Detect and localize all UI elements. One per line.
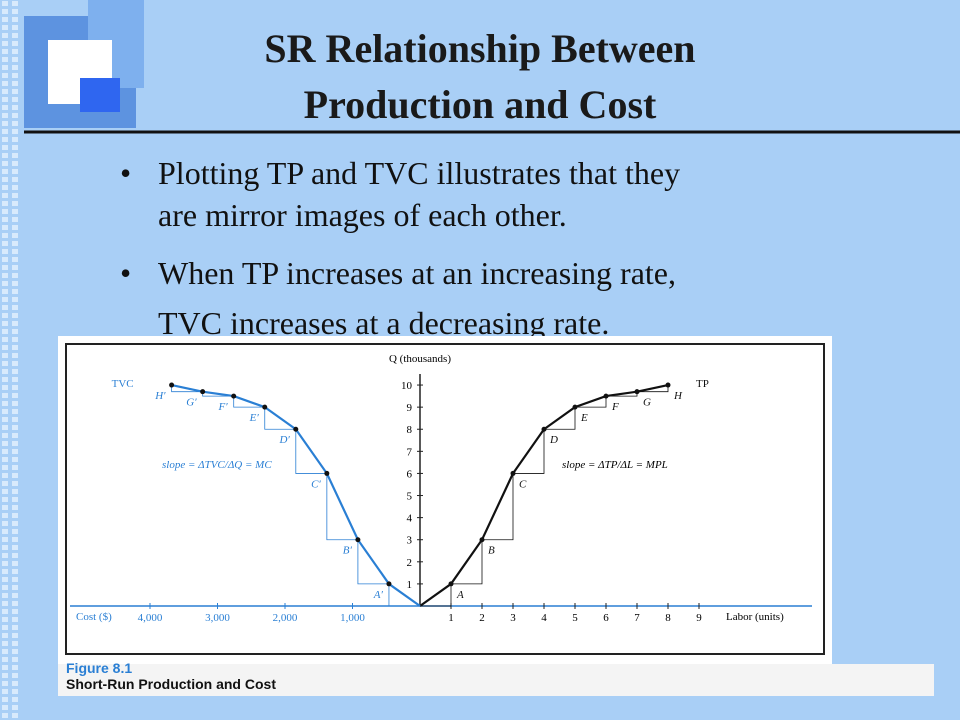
figure-number: Figure 8.1 [66, 660, 132, 676]
caption-box [58, 664, 934, 696]
bullet: Plotting TP and TVC illustrates that the… [158, 155, 680, 191]
x-tick-label: 4 [541, 612, 547, 624]
point [355, 537, 361, 543]
point [324, 470, 330, 476]
figure-box [58, 336, 832, 664]
annotation: slope = ΔTVC/ΔQ = MC [162, 459, 272, 471]
slope-step [326, 473, 358, 541]
bullet: are mirror images of each other. [158, 197, 567, 233]
x-tick-label: 5 [572, 612, 578, 624]
point-label: B [488, 545, 495, 557]
point [634, 389, 640, 395]
point-label: H [673, 390, 683, 402]
slope-step [420, 583, 452, 607]
deco-square [80, 78, 120, 112]
point-label: H′ [154, 390, 166, 402]
point-label: B′ [343, 545, 353, 557]
point-label: D [549, 434, 558, 446]
bullet-dot: • [120, 255, 131, 291]
x-tick-label: 3 [510, 612, 516, 624]
point [169, 382, 175, 388]
point-label: A′ [373, 589, 384, 601]
edge-strip [0, 0, 22, 720]
x2-tick-label: 2,000 [273, 612, 298, 624]
y-tick-label: 5 [407, 491, 413, 503]
title: Production and Cost [304, 82, 657, 127]
point-label: G′ [186, 397, 197, 409]
point-label: C′ [311, 478, 321, 490]
point-label: E [580, 412, 588, 424]
point-label: A [456, 589, 464, 601]
y-tick-label: 6 [407, 468, 413, 480]
bullet: TVC increases at a decreasing rate. [158, 305, 609, 341]
x-tick-label: 1 [448, 612, 454, 624]
point-label: E′ [249, 412, 260, 424]
x-tick-label: 2 [479, 612, 485, 624]
series-name: TP [696, 378, 709, 390]
point [510, 470, 516, 476]
point-label: F [611, 401, 619, 413]
slope-step [295, 429, 327, 474]
point [572, 404, 578, 410]
x-tick-label: 6 [603, 612, 609, 624]
y-tick-label: 7 [407, 446, 413, 458]
slope-step [544, 407, 576, 430]
x-tick-label: 8 [665, 612, 671, 624]
x-tick-label: 7 [634, 612, 640, 624]
slope-step [575, 396, 607, 408]
point [200, 389, 206, 395]
y-tick-label: 1 [407, 579, 413, 591]
y-tick-label: 8 [407, 424, 413, 436]
series-name: TVC [112, 378, 134, 390]
x2-axis-label: Cost ($) [76, 611, 112, 623]
slope-step [357, 539, 389, 585]
point-label: F′ [218, 401, 229, 413]
point-label: G [643, 397, 651, 409]
annotation: slope = ΔTP/ΔL = MPL [562, 459, 668, 471]
point [665, 382, 671, 388]
point [293, 426, 299, 432]
point [262, 404, 268, 410]
slope-step [233, 396, 265, 408]
point [386, 581, 392, 587]
slope-step [482, 473, 514, 541]
x2-tick-label: 4,000 [138, 612, 163, 624]
y-tick-label: 4 [407, 513, 413, 525]
point-label: C [519, 478, 527, 490]
figure-frame [65, 343, 825, 655]
slope-step [451, 539, 483, 585]
slope-step [264, 407, 296, 430]
slope-step [388, 583, 420, 607]
figure-caption: Short-Run Production and Cost [66, 676, 276, 692]
point [231, 393, 237, 399]
point [479, 537, 485, 543]
y-axis-label: Q (thousands) [389, 353, 451, 365]
title: SR Relationship Between [264, 26, 695, 71]
x-axis-label: Labor (units) [726, 611, 784, 623]
x2-tick-label: 1,000 [340, 612, 365, 624]
point [603, 393, 609, 399]
y-tick-label: 3 [407, 535, 413, 547]
x-tick-label: 9 [696, 612, 702, 624]
point [448, 581, 454, 587]
point-label: D′ [278, 434, 290, 446]
y-tick-label: 9 [407, 402, 413, 414]
point [541, 426, 547, 432]
y-tick-label: 10 [401, 380, 413, 392]
slope-step [513, 429, 545, 474]
bullet-dot: • [120, 155, 131, 191]
bullet: When TP increases at an increasing rate, [158, 255, 676, 291]
x2-tick-label: 3,000 [205, 612, 230, 624]
y-tick-label: 2 [407, 557, 413, 569]
